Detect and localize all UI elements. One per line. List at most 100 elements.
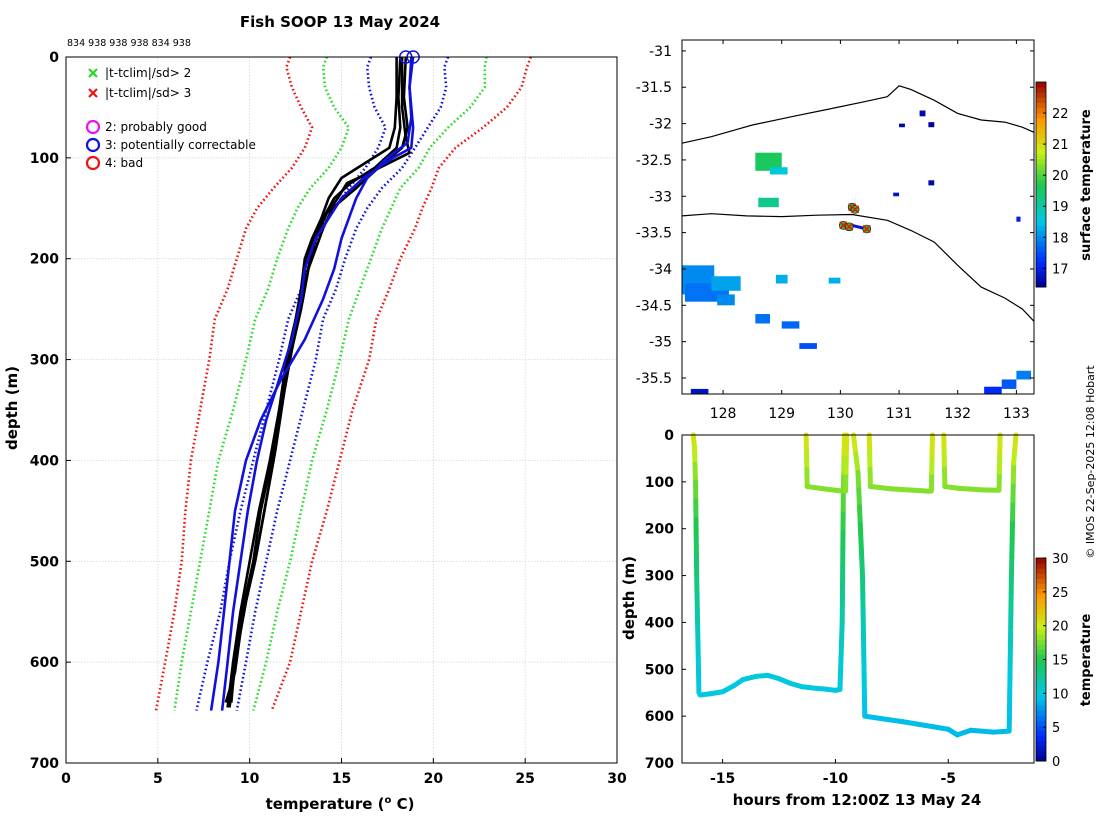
map-colorbar-segment — [1036, 210, 1046, 216]
station-flag-x — [851, 205, 860, 214]
map-colorbar-label: surface temperature — [1079, 109, 1094, 261]
cast-track-segment — [968, 727, 996, 735]
sst-patch — [799, 343, 817, 349]
legend-label: 3: potentially correctable — [105, 138, 256, 152]
timeseries-colorbar-segment — [1036, 649, 1046, 655]
timeseries-ytick-label: 400 — [645, 615, 674, 631]
figure-title: Fish SOOP 13 May 2024 — [240, 13, 440, 31]
sst-patch — [928, 122, 935, 128]
timeseries-colorbar-segment — [1036, 700, 1046, 706]
timeseries-colorbar-segment — [1036, 715, 1046, 721]
map-content — [681, 85, 1035, 394]
legend-label: 2: probably good — [105, 120, 207, 134]
sst-patch — [711, 276, 741, 291]
map-colorbar-segment — [1036, 92, 1046, 98]
sst-patch — [758, 197, 779, 208]
map-colorbar-segment — [1036, 117, 1046, 124]
timeseries-colorbar-tick-label: 25 — [1052, 586, 1069, 601]
timeseries-colorbar-segment — [1036, 730, 1046, 737]
map-colorbar-segment — [1036, 256, 1046, 262]
map-colorbar-segment — [1036, 230, 1046, 237]
cast-track-segment — [691, 444, 698, 467]
map-colorbar-segment — [1036, 102, 1046, 109]
timeseries-colorbar-segment — [1036, 583, 1046, 589]
map-ticks: 128 129 130 131 132 133 -31 -31.5 -32 -32.5 -33 -33… — [636, 40, 1034, 422]
legend-label: |t-tclim|/sd> 3 — [105, 86, 191, 100]
sst-patch — [893, 192, 900, 197]
timeseries-ytick-label: 300 — [645, 569, 674, 585]
timeseries-ytick-label: 100 — [645, 475, 674, 491]
map-colorbar-segment — [1036, 107, 1046, 114]
timeseries-colorbar-tick-label: 0 — [1052, 755, 1060, 770]
timeseries-colorbar-segment — [1036, 705, 1046, 711]
map-colorbar-tick-label: 18 — [1052, 231, 1069, 246]
map-ytick-label: -31.5 — [636, 80, 672, 96]
cast-track-segment — [859, 555, 866, 579]
sst-patch — [1016, 370, 1032, 380]
timeseries-colorbar-tick-label: 10 — [1052, 687, 1069, 702]
timeseries-colorbar-segment — [1036, 608, 1046, 615]
map-colorbar-segment — [1036, 215, 1046, 221]
cast-track-segment — [832, 487, 847, 494]
map-colorbar-segment — [1036, 261, 1046, 267]
map-colorbar-segment — [1036, 112, 1046, 119]
cast-track-segment — [862, 713, 884, 721]
timeseries-colorbar-segment — [1036, 563, 1046, 569]
map-axes-box — [681, 39, 1035, 395]
timeseries-colorbar-segment — [1036, 598, 1046, 605]
timeseries-colorbar-tick-label: 30 — [1052, 552, 1069, 567]
map-ytick-label: -34.5 — [636, 298, 672, 314]
timeseries-colorbar-segment — [1036, 634, 1046, 640]
profile-xtick-label: 25 — [515, 771, 534, 787]
sst-patch — [690, 388, 709, 394]
timeseries-xlabel: hours from 12:00Z 13 May 24 — [733, 791, 982, 809]
timeseries-ytick-label: 0 — [664, 428, 674, 444]
timeseries-colorbar-tick-label: 20 — [1052, 620, 1069, 635]
timeseries-content — [690, 432, 1019, 738]
profile-xlabel-end: C) — [391, 795, 414, 813]
timeseries-colorbar-segment — [1036, 679, 1046, 686]
cast-track-segment — [911, 487, 933, 494]
map-colorbar-segment — [1036, 133, 1046, 139]
map-colorbar-segment — [1036, 266, 1046, 273]
profile-xtick-label: 0 — [61, 771, 71, 787]
sst-patch — [755, 314, 770, 324]
legend-circle-marker — [85, 119, 101, 135]
timeseries-colorbar-segment — [1036, 674, 1046, 681]
profile-ytick-label: 600 — [30, 655, 59, 671]
map-colorbar-segment — [1036, 240, 1046, 247]
map-colorbar-segment — [1036, 158, 1046, 165]
cast-track-segment — [858, 538, 865, 561]
timeseries-colorbar-segment — [1036, 573, 1046, 579]
profile-xtick-label: 5 — [153, 771, 163, 787]
profile-series-line-profile-1 — [226, 57, 398, 708]
timeseries-colorbar-segment — [1036, 639, 1046, 645]
profile-xtick-label: 15 — [332, 771, 351, 787]
map-colorbar-segment — [1036, 235, 1046, 242]
sst-map: 128 129 130 131 132 133 -31 -31.5 -32 -32.5 -33 -33… — [636, 39, 1094, 422]
profile-xlabel-main: temperature ( — [266, 795, 385, 813]
sst-patch — [781, 321, 800, 329]
timeseries-colorbar-segment — [1036, 588, 1046, 595]
cast-track-segment — [853, 451, 861, 475]
timeseries-colorbar-segment — [1036, 654, 1046, 660]
profile-ytick-label: 100 — [30, 151, 59, 167]
profile-xtick-label: 20 — [424, 771, 444, 787]
timeseries-colorbar-segment — [1036, 695, 1046, 701]
cast-track-segment — [990, 728, 1012, 735]
sst-patch — [928, 180, 935, 186]
profile-ytick-label: 200 — [30, 252, 59, 268]
timeseries-colorbar-segment — [1036, 725, 1046, 732]
timeseries-colorbar-segment — [1036, 568, 1046, 574]
legend-x-marker — [88, 88, 98, 98]
map-xtick-label: 129 — [768, 406, 795, 422]
map-colorbar-segment — [1036, 179, 1046, 185]
timeseries-colorbar-segment — [1036, 669, 1046, 676]
map-colorbar-segment — [1036, 174, 1046, 180]
map-colorbar-box — [1035, 81, 1047, 288]
map-colorbar-tick-label: 20 — [1052, 169, 1069, 184]
map-ytick-label: -32.5 — [636, 153, 672, 169]
timeseries-colorbar-segment — [1036, 740, 1046, 747]
